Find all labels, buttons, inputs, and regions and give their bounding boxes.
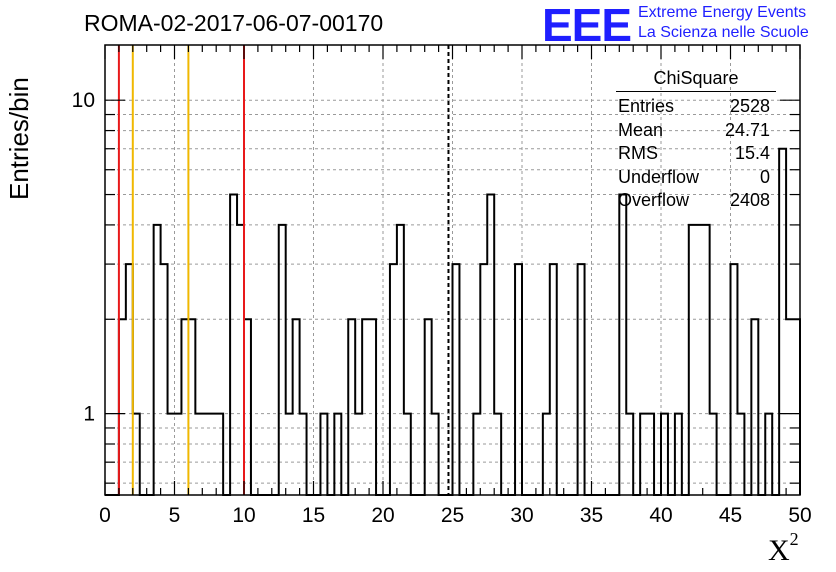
x-tick-label: 15 (302, 504, 325, 527)
x-tick-label: 20 (371, 504, 394, 527)
stat-label: Overflow (618, 190, 690, 210)
stat-row-underflow: Underflow 0 (612, 166, 780, 190)
stat-label: Mean (618, 119, 664, 140)
x-axis-label: X2 (768, 529, 799, 568)
stat-row-rms: RMS 15.4 (612, 142, 780, 166)
x-axis-label-text: X (768, 534, 790, 567)
logo-subtitle-line1: Extreme Energy Events (638, 4, 807, 21)
x-tick-label: 45 (719, 504, 742, 527)
run-title: ROMA-02-2017-06-07-00170 (84, 10, 384, 36)
stat-value: 0 (759, 166, 770, 187)
y-tick-label: 1 (83, 403, 95, 426)
stat-label: Entries (618, 96, 675, 116)
x-tick-label: 10 (232, 504, 255, 527)
logo-subtitle-line2: La Scienza nelle Scuole (638, 24, 809, 41)
stat-value: 24.71 (724, 119, 770, 140)
stat-row-entries: Entries 2528 (612, 95, 780, 119)
x-tick-label: 30 (510, 504, 533, 527)
y-axis-label: Entries/bin (4, 77, 34, 200)
stat-value: 15.4 (734, 143, 770, 163)
x-tick-label: 40 (649, 504, 672, 527)
x-axis-label-superscript: 2 (789, 529, 799, 549)
stats-box: ChiSquare Entries 2528 Mean 24.71 RMS 15.4 … (612, 68, 780, 213)
x-tick-label: 25 (441, 504, 464, 527)
y-tick-label: 10 (72, 89, 95, 112)
x-tick-label: 0 (99, 504, 111, 527)
stats-title: ChiSquare (616, 68, 776, 92)
stat-row-mean: Mean 24.71 (612, 119, 780, 143)
stat-value: 2408 (729, 190, 770, 210)
x-tick-label: 5 (169, 504, 181, 527)
stat-row-overflow: Overflow 2408 (612, 189, 780, 213)
x-tick-label: 35 (580, 504, 603, 527)
eee-logo: EEE (542, 0, 632, 51)
stat-label: Underflow (618, 166, 700, 187)
x-tick-label: 50 (788, 504, 811, 527)
stat-value: 2528 (729, 96, 770, 116)
stat-label: RMS (618, 143, 658, 163)
histogram-outline (105, 147, 801, 496)
